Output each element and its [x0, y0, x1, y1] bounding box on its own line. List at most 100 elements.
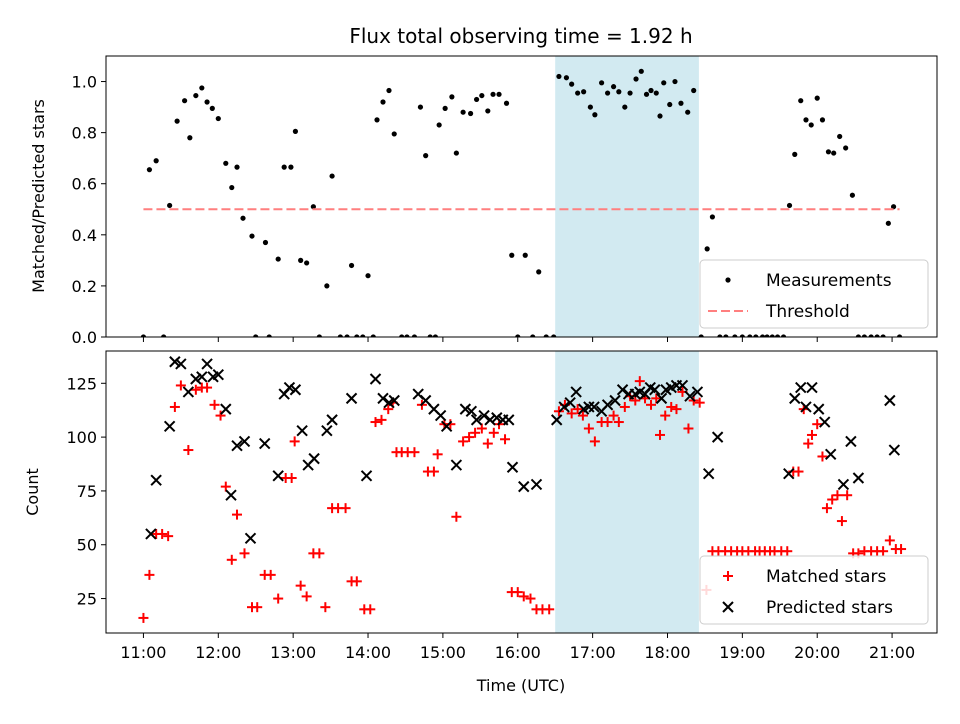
data-point	[409, 447, 420, 458]
data-point	[845, 435, 857, 448]
data-point	[337, 334, 343, 337]
data-point	[563, 75, 570, 81]
data-point	[464, 432, 475, 443]
legend-label: Predicted stars	[766, 598, 893, 618]
data-point	[616, 89, 622, 95]
data-point	[450, 459, 463, 471]
data-point	[482, 438, 493, 449]
data-point	[518, 591, 529, 602]
data-point	[286, 473, 297, 484]
data-point	[515, 334, 521, 337]
top-y-axis-label: Matched/Predicted stars	[29, 99, 48, 293]
data-point	[798, 98, 804, 104]
data-point	[301, 591, 312, 602]
x-tick-label: 19:00	[719, 643, 765, 662]
data-point	[819, 117, 826, 123]
data-point	[698, 334, 704, 337]
data-point	[803, 438, 814, 449]
data-point	[442, 105, 448, 111]
bottom-y-axis-label: Count	[23, 468, 42, 516]
data-point	[604, 90, 611, 96]
data-point	[651, 393, 662, 404]
data-point	[684, 390, 696, 402]
data-point	[275, 256, 281, 262]
data-point	[187, 135, 193, 141]
series-matched-stars	[138, 376, 907, 623]
data-point	[345, 392, 358, 405]
top-panel: 0.0 0.2 0.4 0.6 0.8 1.0 Measurements Threshold	[72, 55, 938, 347]
data-point	[215, 410, 226, 421]
legend-label: Matched stars	[766, 567, 886, 587]
data-point	[484, 414, 496, 426]
x-tick-label: 13:00	[270, 643, 316, 662]
data-point	[388, 394, 400, 407]
data-point	[360, 334, 366, 337]
data-point	[292, 128, 299, 134]
data-point	[182, 98, 188, 104]
data-point	[592, 112, 598, 118]
data-point	[667, 101, 673, 108]
y-tick-label: 0.8	[72, 124, 97, 143]
data-point	[747, 334, 753, 337]
data-point	[817, 451, 828, 462]
data-point	[660, 410, 671, 421]
data-point	[842, 490, 853, 501]
data-point	[460, 109, 466, 115]
data-point	[896, 544, 907, 555]
data-point	[380, 99, 386, 105]
data-point	[365, 604, 376, 615]
data-point	[855, 334, 861, 337]
x-tick-label: 18:00	[644, 643, 690, 662]
data-point	[175, 358, 187, 370]
data-point	[503, 100, 510, 106]
data-point	[434, 409, 447, 422]
data-point	[479, 92, 485, 99]
data-point	[861, 334, 867, 337]
data-point	[646, 399, 657, 410]
data-point	[649, 384, 661, 396]
data-point	[340, 503, 351, 514]
data-point	[843, 145, 849, 151]
data-point	[485, 108, 491, 114]
data-point	[320, 602, 331, 613]
data-point	[739, 334, 745, 337]
x-tick-label: 14:00	[345, 643, 391, 662]
data-point	[470, 427, 481, 438]
data-point	[344, 334, 350, 337]
data-point	[723, 334, 729, 337]
data-point	[588, 401, 600, 413]
data-point	[890, 204, 897, 210]
data-point	[262, 239, 269, 246]
data-point	[609, 394, 621, 407]
data-point	[289, 384, 302, 396]
data-point	[885, 220, 891, 226]
data-point	[570, 386, 582, 398]
data-point	[369, 373, 382, 385]
data-point	[814, 95, 820, 101]
data-point	[229, 184, 235, 191]
data-point	[653, 90, 659, 96]
data-point	[575, 90, 581, 96]
data-point	[803, 117, 809, 123]
data-point	[608, 410, 619, 421]
data-point	[296, 424, 308, 437]
data-point	[769, 334, 775, 337]
data-point	[427, 334, 433, 337]
data-point	[717, 334, 723, 337]
data-point	[182, 386, 195, 398]
data-point	[619, 401, 630, 412]
chart-title: Flux total observing time = 1.92 h	[349, 24, 692, 48]
data-point	[821, 503, 832, 514]
data-point	[491, 412, 503, 424]
data-point	[813, 403, 825, 415]
data-point	[174, 118, 180, 124]
data-point	[503, 414, 515, 426]
data-point	[169, 401, 180, 412]
data-point	[201, 358, 213, 370]
data-point	[671, 404, 682, 415]
data-point	[411, 334, 418, 337]
legend-label: Threshold	[765, 302, 850, 322]
data-point	[522, 252, 528, 258]
data-point	[150, 474, 162, 486]
